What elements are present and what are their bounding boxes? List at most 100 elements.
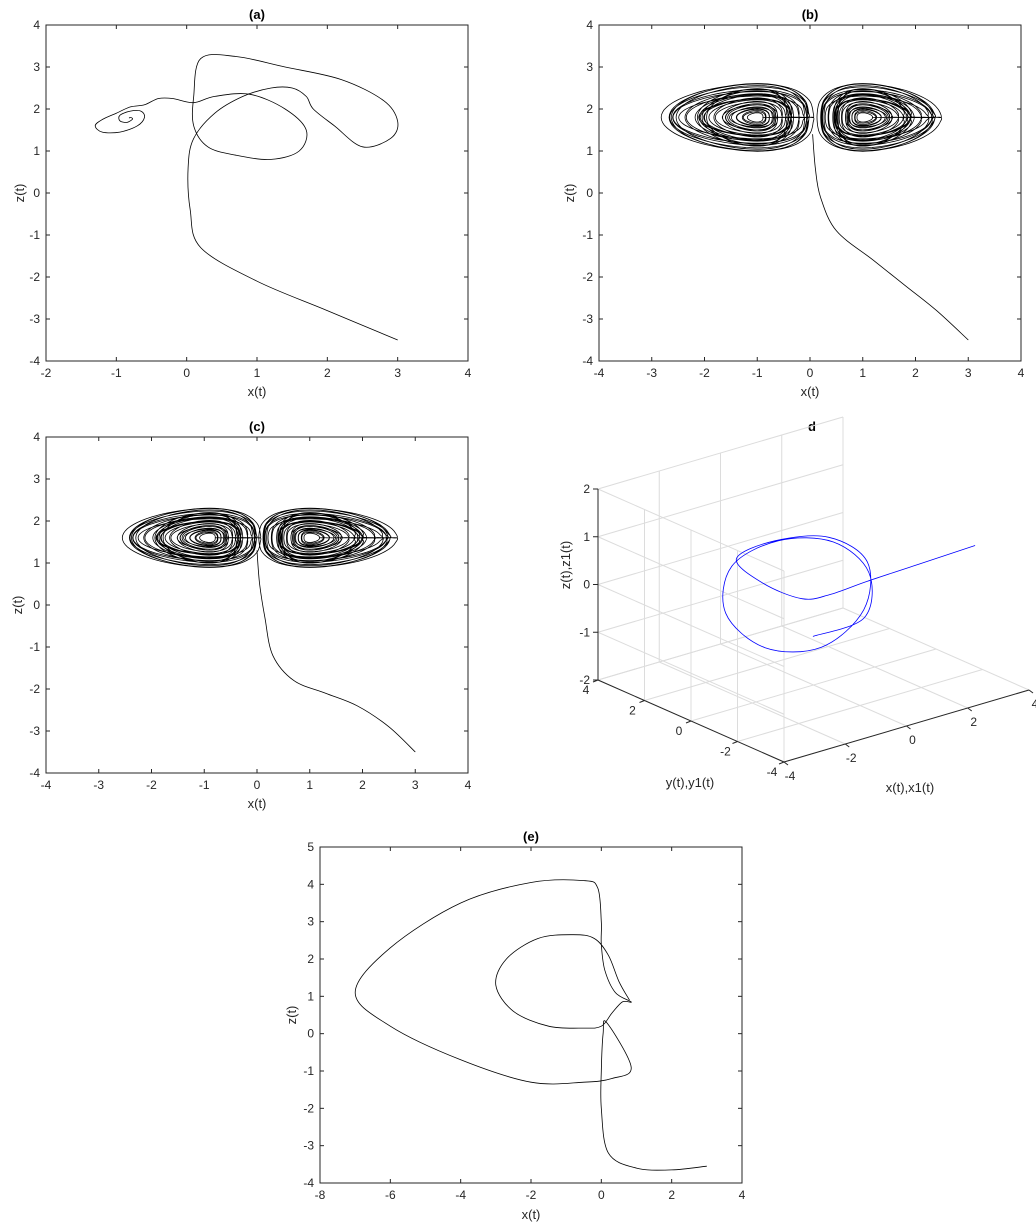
panel-d-xticks: -4 -2 0 2 4 [783,689,1036,783]
panel-d-ztick-label: -2 [579,673,590,687]
panel-b-ytick-label: 0 [586,186,593,200]
panel-d-grid-line [597,416,844,490]
panel-b-title: (b) [802,7,819,22]
panel-c-ytick-label: -4 [29,766,40,780]
panel-a-ytick-label: 3 [33,60,40,74]
panel-c-ytick-label: 4 [33,430,40,444]
panel-d-ytick-mark [778,761,785,765]
panel-a-xtick-label: 1 [254,366,261,380]
panel-a-ytick-label: 4 [33,18,40,32]
panel-b-xtick-label: -2 [699,366,710,380]
panel-d-grid-line [597,536,785,620]
panel-d-xtick-label: -2 [846,751,857,765]
panel-d-grid-line [737,669,983,742]
panel-c-series-line [121,507,416,753]
panel-d-xtick-mark [906,725,911,730]
panel-d-zlabel: z(t),z1(t) [558,541,573,589]
panel-a-yticks: -4 -3 -2 -1 0 1 2 3 4 [29,18,468,368]
panel-d-ytick-label: 4 [583,683,590,697]
panel-e-ytick-label: -1 [303,1064,314,1078]
panel-b-ytick-label: 3 [586,60,593,74]
panel-d-ytick-label: -4 [767,765,778,779]
panel-a-ytick-label: -2 [29,270,40,284]
panel-d-grid-line [597,512,844,585]
panel-b-ytick-label: -3 [582,312,593,326]
panel-e: (e) x(t) z(t) -8 -6 -4 -2 0 2 4 -4 -3 -2 -1 0 1 2 3 4 5 [284,829,746,1222]
panel-c-xtick-label: 2 [359,778,366,792]
panel-c-xtick-label: -2 [146,778,157,792]
panel-c-xtick-label: 0 [254,778,261,792]
panel-e-title: (e) [523,829,539,844]
panel-d-grid-line [597,631,785,715]
panel-b-xtick-label: -1 [752,366,763,380]
panel-b-xticks: -4 -3 -2 -1 0 1 2 3 4 [594,25,1025,380]
panel-e-ytick-label: 0 [307,1027,314,1041]
panel-a-ytick-label: 1 [33,144,40,158]
panel-e-ytick-label: -4 [303,1176,314,1190]
panel-c-xtick-label: 1 [306,778,313,792]
panel-c-xtick-label: -3 [93,778,104,792]
panel-d-xtick-mark [844,743,850,748]
panel-a-ytick-label: 0 [33,186,40,200]
panel-b-xtick-label: -4 [594,366,605,380]
panel-d-xtick-label: 2 [970,715,977,729]
panel-c-axes-box [45,436,469,774]
panel-e-xtick-label: -4 [455,1188,466,1202]
panel-e-ytick-label: 2 [307,952,314,966]
panel-c-ytick-label: -1 [29,640,40,654]
panel-b-xtick-label: 0 [807,366,814,380]
panel-d-ztick-label: -1 [579,625,590,639]
panel-a-xtick-label: -1 [111,366,122,380]
panel-c-ylabel: z(t) [10,596,25,615]
panel-a-xtick-label: 0 [183,366,190,380]
panel-c-xlabel: x(t) [248,796,267,811]
panel-d-zticks: -2 -1 0 1 2 [579,482,598,687]
panel-e-xtick-label: 2 [668,1188,675,1202]
panel-e-xtick-label: 4 [739,1188,746,1202]
panel-a-ytick-label: -3 [29,312,40,326]
panel-b-ytick-label: -2 [582,270,593,284]
panel-d-grid [597,416,1030,763]
panel-b: (b) x(t) z(t) -4 -3 -2 -1 0 1 2 3 4 -4 -3 -2 -1 0 1 2 3… [562,7,1025,399]
panel-b-xtick-label: 4 [1018,366,1025,380]
panel-d-series-line [722,535,976,653]
panel-e-xtick-label: -6 [385,1188,396,1202]
panel-c-xtick-label: -4 [41,778,52,792]
panel-a-series-line [94,54,399,341]
panel-d-ytick-label: -2 [720,745,731,759]
panel-e-ytick-label: 4 [307,877,314,891]
panel-d-ztick-label: 0 [583,578,590,592]
panel-e-ytick-label: -2 [303,1101,314,1115]
panel-b-ytick-label: 4 [586,18,593,32]
panel-b-xlabel: x(t) [801,384,820,399]
panel-d-xtick-label: 4 [1032,697,1036,711]
panel-d-xtick-label: -4 [785,769,796,783]
panel-a-ytick-label: -4 [29,354,40,368]
panel-e-ylabel: z(t) [284,1006,299,1025]
panel-d-grid-line [597,607,844,681]
panel-a-axes-box [45,24,469,362]
panel-d-grid-line [597,559,844,633]
panel-a-xtick-label: 3 [394,366,401,380]
panel-d-yticks: -4 -2 0 2 4 [583,679,785,779]
panel-b-ylabel: z(t) [562,184,577,203]
panel-e-series-line [354,879,707,1171]
panel-a-ytick-label: -1 [29,228,40,242]
panel-d-ytick-mark [639,700,645,703]
panel-c-ytick-label: 3 [33,472,40,486]
panel-e-ytick-label: 3 [307,915,314,929]
panel-e-xtick-label: 0 [598,1188,605,1202]
panel-b-ytick-label: 2 [586,102,593,116]
panel-e-xtick-label: -2 [526,1188,537,1202]
panel-d-ytick-mark [732,741,738,744]
panel-c-xtick-label: 4 [465,778,472,792]
panel-d-ytick-label: 2 [629,704,636,718]
panel-d-ylabel: y(t),y1(t) [666,775,714,790]
panel-e-axes-box [319,846,743,1184]
panel-d-ytick-label: 0 [676,724,683,738]
panel-b-ytick-label: 1 [586,144,593,158]
panel-e-xtick-label: -8 [315,1188,326,1202]
panel-e-ytick-label: -3 [303,1139,314,1153]
panel-c-yticks: -4 -3 -2 -1 0 1 2 3 4 [29,430,468,780]
